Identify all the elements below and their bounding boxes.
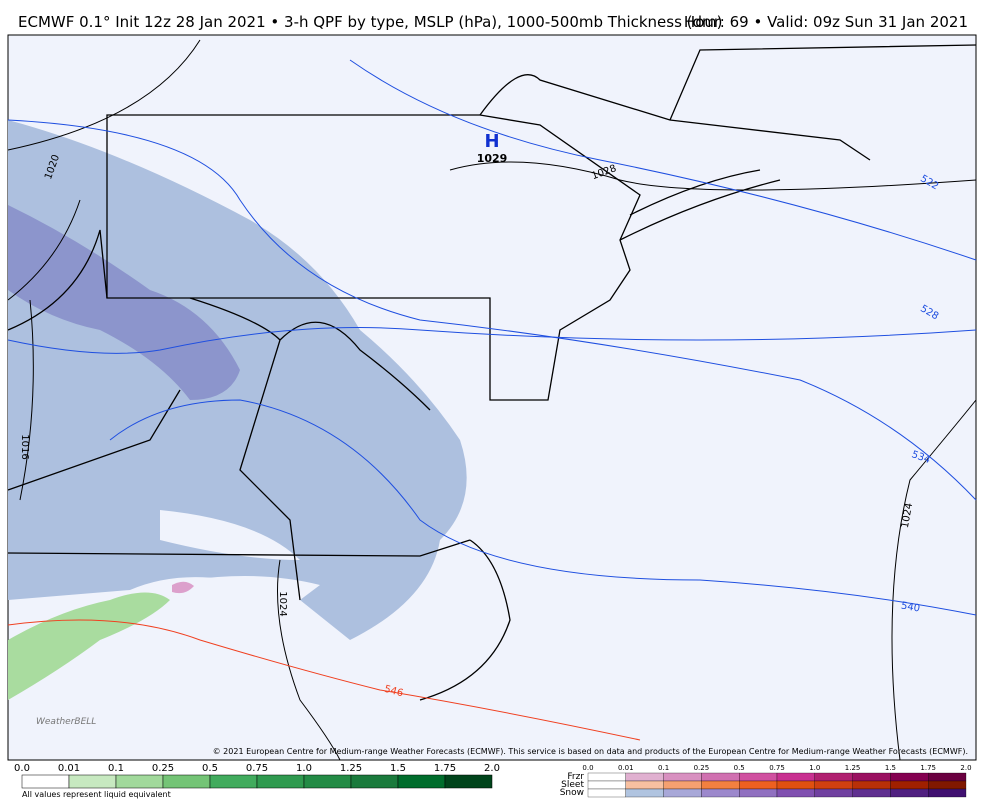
- rain-tick-label: 1.75: [434, 763, 456, 774]
- type-row-label: Snow: [560, 788, 584, 798]
- type-tick-label: 0.1: [658, 764, 669, 772]
- type-swatch: [890, 772, 929, 782]
- isobar-label: 1024: [900, 502, 915, 529]
- type-swatch: [890, 788, 929, 798]
- type-swatch: [814, 780, 853, 790]
- type-swatch: [663, 772, 702, 782]
- type-swatch: [928, 772, 967, 782]
- frzr-area: [172, 581, 194, 594]
- rain-swatch: [209, 774, 258, 789]
- type-tick-label: 0.25: [694, 764, 710, 772]
- type-swatch: [587, 772, 626, 782]
- isobar-label: 1016: [19, 434, 30, 459]
- high-pressure: 1029: [477, 152, 508, 165]
- type-swatch: [625, 772, 664, 782]
- type-tick-label: 0.5: [734, 764, 745, 772]
- heavy-snow-area: [8, 205, 240, 400]
- rain-swatch: [115, 774, 164, 789]
- isobars: [7, 39, 977, 761]
- thickness-546: [7, 619, 641, 741]
- rain-tick-label: 1.5: [390, 763, 406, 774]
- type-tick-label: 0.75: [769, 764, 785, 772]
- type-swatch: [739, 772, 778, 782]
- rain-swatch: [397, 774, 446, 789]
- type-swatch: [852, 788, 891, 798]
- type-swatch: [587, 780, 626, 790]
- rain-swatch: [303, 774, 352, 789]
- map: H 1029 WeatherBELL © 2021 European Centr…: [7, 34, 977, 761]
- type-swatch: [890, 780, 929, 790]
- type-tick-label: 1.5: [885, 764, 896, 772]
- type-swatch: [625, 780, 664, 790]
- isobar-label: 1024: [277, 591, 288, 616]
- type-swatch: [701, 772, 740, 782]
- type-swatch: [739, 788, 778, 798]
- rain-swatch: [68, 774, 117, 789]
- type-tick-label: 1.25: [845, 764, 861, 772]
- type-tick-label: 1.0: [809, 764, 820, 772]
- rain-tick-label: 1.0: [296, 763, 312, 774]
- snow-area: [8, 120, 467, 640]
- type-tick-label: 1.75: [920, 764, 936, 772]
- header-title: ECMWF 0.1° Init 12z 28 Jan 2021 • 3-h QP…: [18, 13, 723, 31]
- type-swatch: [663, 788, 702, 798]
- rain-tick-label: 0.5: [202, 763, 218, 774]
- type-swatch: [776, 780, 815, 790]
- type-tick-label: 0.01: [618, 764, 634, 772]
- type-tick-label: 2.0: [960, 764, 971, 772]
- rain-swatch: [350, 774, 399, 789]
- rain-area: [8, 592, 170, 700]
- rain-tick-label: 0.0: [14, 763, 30, 774]
- type-swatch: [625, 788, 664, 798]
- rain-tick-label: 0.1: [108, 763, 124, 774]
- borders: [7, 44, 977, 701]
- type-swatch: [776, 772, 815, 782]
- rain-swatch: [444, 774, 493, 789]
- copyright: © 2021 European Centre for Medium-range …: [213, 747, 968, 756]
- type-tick-label: 0.0: [582, 764, 593, 772]
- type-swatch: [701, 788, 740, 798]
- logo: WeatherBELL: [36, 717, 96, 727]
- rain-swatch: [21, 774, 70, 789]
- thickness-lines: [7, 59, 977, 616]
- high-symbol: H: [484, 131, 499, 152]
- type-swatch: [701, 780, 740, 790]
- thickness-label: 546: [383, 684, 404, 700]
- type-swatch: [814, 788, 853, 798]
- rain-tick-label: 0.25: [152, 763, 174, 774]
- header-valid: Hour: 69 • Valid: 09z Sun 31 Jan 2021: [684, 13, 968, 31]
- type-swatch: [814, 772, 853, 782]
- type-swatch: [928, 780, 967, 790]
- type-swatch: [739, 780, 778, 790]
- rain-swatch: [256, 774, 305, 789]
- rain-note: All values represent liquid equivalent: [22, 790, 171, 799]
- type-row-label: Sleet: [561, 780, 584, 790]
- rain-tick-label: 0.75: [246, 763, 268, 774]
- type-swatch: [852, 772, 891, 782]
- rain-tick-label: 2.0: [484, 763, 500, 774]
- rain-swatch: [162, 774, 211, 789]
- rain-tick-label: 0.01: [58, 763, 80, 774]
- type-swatch: [776, 788, 815, 798]
- type-row-label: Frzr: [567, 772, 584, 782]
- type-swatch: [663, 780, 702, 790]
- type-swatch: [852, 780, 891, 790]
- thickness-label: 540: [900, 600, 921, 614]
- type-swatch: [928, 788, 967, 798]
- rain-tick-label: 1.25: [340, 763, 362, 774]
- type-swatch: [587, 788, 626, 798]
